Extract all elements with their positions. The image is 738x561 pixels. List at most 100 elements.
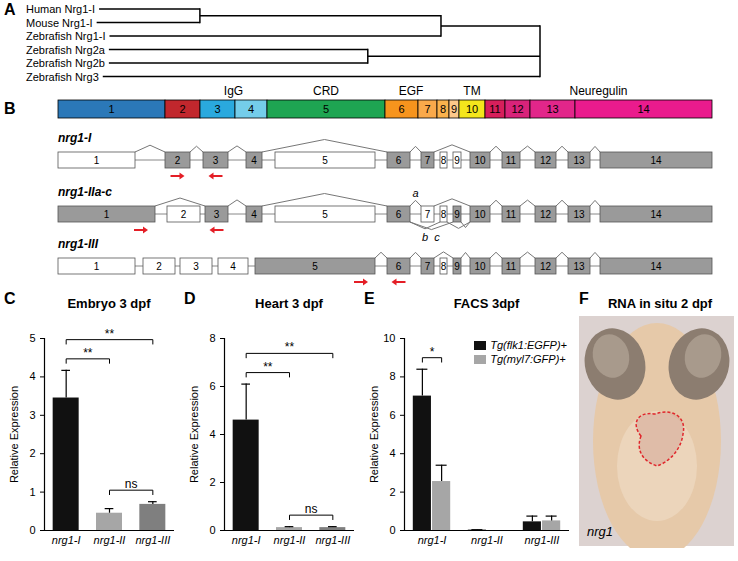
- svg-text:Relative Expression: Relative Expression: [8, 386, 20, 483]
- svg-text:12: 12: [511, 103, 523, 115]
- svg-text:13: 13: [573, 209, 585, 220]
- svg-text:9: 9: [451, 103, 457, 115]
- svg-text:1: 1: [94, 261, 100, 272]
- svg-text:14: 14: [650, 155, 662, 166]
- svg-text:7: 7: [425, 209, 431, 220]
- svg-text:4: 4: [251, 209, 257, 220]
- svg-text:6: 6: [398, 103, 404, 115]
- svg-text:TM: TM: [463, 84, 480, 98]
- svg-text:8: 8: [209, 332, 215, 344]
- svg-text:8: 8: [441, 261, 447, 272]
- svg-text:**: **: [105, 327, 115, 341]
- svg-text:0: 0: [29, 524, 35, 536]
- svg-text:13: 13: [573, 155, 585, 166]
- svg-text:11: 11: [489, 103, 500, 115]
- svg-text:2: 2: [389, 486, 395, 498]
- svg-text:4: 4: [29, 370, 35, 382]
- svg-text:5: 5: [322, 209, 328, 220]
- svg-text:9: 9: [454, 155, 460, 166]
- svg-text:EGF: EGF: [399, 84, 424, 98]
- svg-text:7: 7: [425, 155, 431, 166]
- svg-text:3: 3: [213, 155, 219, 166]
- svg-text:c: c: [434, 231, 440, 243]
- svg-text:8: 8: [441, 209, 447, 220]
- svg-text:10: 10: [466, 103, 478, 115]
- svg-text:nrg1-III: nrg1-III: [315, 534, 350, 546]
- svg-text:11: 11: [506, 155, 517, 166]
- svg-text:5: 5: [29, 332, 35, 344]
- svg-text:2: 2: [29, 447, 35, 459]
- svg-text:nrg1-II: nrg1-II: [274, 534, 306, 546]
- svg-text:Relative Expression: Relative Expression: [368, 386, 380, 483]
- svg-text:6: 6: [396, 209, 402, 220]
- svg-text:nrg1-I: nrg1-I: [58, 131, 92, 145]
- svg-text:1: 1: [108, 103, 114, 115]
- svg-text:11: 11: [506, 209, 517, 220]
- svg-text:1: 1: [94, 155, 100, 166]
- svg-text:Relative Expression: Relative Expression: [188, 386, 200, 483]
- svg-text:4: 4: [230, 261, 236, 272]
- svg-text:4: 4: [209, 428, 215, 440]
- svg-text:6: 6: [389, 409, 395, 421]
- svg-text:nrg1-II: nrg1-II: [94, 534, 126, 546]
- svg-text:b: b: [422, 231, 428, 243]
- svg-text:10: 10: [474, 261, 486, 272]
- svg-text:6: 6: [396, 261, 402, 272]
- svg-text:3: 3: [214, 209, 220, 220]
- svg-text:nrg1-I: nrg1-I: [418, 534, 447, 546]
- svg-text:14: 14: [650, 209, 662, 220]
- svg-text:Mouse Nrg1-I: Mouse Nrg1-I: [26, 17, 93, 29]
- svg-text:nrg1-I: nrg1-I: [232, 534, 261, 546]
- svg-text:1: 1: [29, 486, 35, 498]
- svg-text:nrg1-I: nrg1-I: [52, 534, 81, 546]
- svg-text:Zebrafish Nrg2a: Zebrafish Nrg2a: [26, 44, 106, 56]
- svg-text:nrg1-III: nrg1-III: [58, 237, 99, 251]
- svg-text:11: 11: [506, 261, 517, 272]
- svg-text:3: 3: [193, 261, 199, 272]
- svg-text:10: 10: [474, 155, 486, 166]
- svg-text:8: 8: [441, 155, 447, 166]
- svg-text:10: 10: [474, 209, 486, 220]
- svg-text:9: 9: [454, 209, 460, 220]
- svg-text:12: 12: [540, 261, 552, 272]
- svg-text:14: 14: [637, 103, 649, 115]
- svg-text:5: 5: [312, 261, 318, 272]
- svg-text:nrg1-II: nrg1-II: [471, 534, 503, 546]
- svg-text:CRD: CRD: [313, 84, 339, 98]
- svg-text:Zebrafish Nrg1-I: Zebrafish Nrg1-I: [26, 30, 105, 42]
- svg-text:8: 8: [389, 370, 395, 382]
- svg-text:nrg1: nrg1: [587, 524, 613, 539]
- svg-text:nrg1-III: nrg1-III: [135, 534, 170, 546]
- svg-text:IgG: IgG: [224, 84, 243, 98]
- svg-text:nrg1-IIa-c: nrg1-IIa-c: [58, 185, 112, 199]
- svg-text:a: a: [412, 187, 418, 199]
- svg-text:2: 2: [209, 476, 215, 488]
- svg-text:5: 5: [323, 103, 329, 115]
- svg-text:2: 2: [175, 155, 181, 166]
- svg-text:Human Nrg1-I: Human Nrg1-I: [26, 3, 95, 15]
- svg-text:10: 10: [383, 332, 395, 344]
- svg-text:8: 8: [440, 103, 446, 115]
- svg-text:nrg1-III: nrg1-III: [525, 534, 560, 546]
- svg-text:4: 4: [248, 103, 254, 115]
- svg-text:5: 5: [322, 155, 328, 166]
- svg-text:7: 7: [424, 103, 430, 115]
- svg-text:0: 0: [389, 524, 395, 536]
- svg-text:**: **: [263, 360, 273, 374]
- svg-text:6: 6: [396, 155, 402, 166]
- svg-text:12: 12: [540, 155, 552, 166]
- svg-text:13: 13: [573, 261, 585, 272]
- svg-text:ns: ns: [125, 477, 138, 491]
- svg-text:2: 2: [181, 209, 187, 220]
- svg-text:ns: ns: [305, 502, 318, 516]
- svg-text:**: **: [83, 346, 93, 360]
- svg-text:4: 4: [389, 447, 395, 459]
- svg-text:B: B: [4, 100, 16, 117]
- svg-text:7: 7: [425, 261, 431, 272]
- svg-text:13: 13: [546, 103, 558, 115]
- svg-text:1: 1: [104, 209, 110, 220]
- svg-text:A: A: [4, 1, 16, 18]
- svg-text:Zebrafish Nrg2b: Zebrafish Nrg2b: [26, 57, 105, 69]
- svg-text:3: 3: [214, 103, 220, 115]
- svg-text:4: 4: [251, 155, 257, 166]
